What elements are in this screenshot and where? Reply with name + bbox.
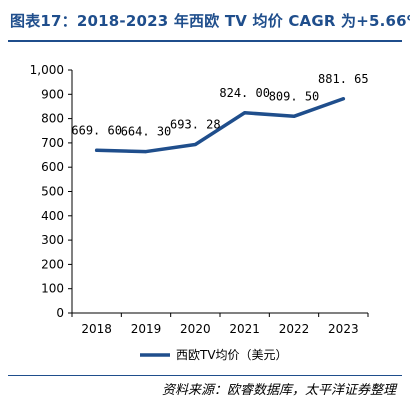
y-tick-label: 1,000 [30, 63, 64, 77]
line-chart: 0 100 200 300 400 500 600 700 800 900 1,000 2018 201… [30, 63, 369, 362]
data-label: 664. 30 [121, 125, 172, 139]
y-tick-label: 100 [41, 282, 64, 296]
data-label: 824. 00 [219, 86, 270, 100]
data-point [292, 114, 296, 118]
y-tick-label: 400 [41, 209, 64, 223]
data-point [193, 143, 197, 147]
source-note: 资料来源：欧睿数据库，太平洋证券整理 [161, 383, 396, 398]
y-tick-label: 0 [56, 306, 64, 320]
data-label: 809. 50 [269, 89, 320, 103]
y-tick-label: 700 [41, 136, 64, 150]
x-tick-label: 2018 [81, 322, 112, 336]
y-tick-label: 500 [41, 185, 64, 199]
chart-title: 图表17：2018-2023 年西欧 TV 均价 CAGR 为+5.66% [10, 12, 410, 30]
y-tick-label: 900 [41, 87, 64, 101]
x-tick-label: 2023 [328, 322, 359, 336]
x-tick-label: 2022 [279, 322, 310, 336]
x-tick-label: 2020 [180, 322, 211, 336]
data-label: 669. 60 [71, 123, 122, 137]
footer-divider [8, 375, 402, 376]
series-line [94, 97, 346, 154]
title-bar: 图表17：2018-2023 年西欧 TV 均价 CAGR 为+5.66% [0, 0, 410, 42]
x-tick-label: 2019 [131, 322, 162, 336]
data-point [95, 148, 99, 152]
data-label: 693. 28 [170, 118, 221, 132]
title-divider [8, 40, 402, 42]
data-point [243, 111, 247, 115]
legend-label: 西欧TV均价（美元） [176, 348, 288, 362]
x-tick-label: 2021 [229, 322, 260, 336]
y-tick-label: 300 [41, 233, 64, 247]
data-point [341, 97, 345, 101]
y-tick-label: 600 [41, 160, 64, 174]
data-point [144, 150, 148, 154]
y-tick-label: 800 [41, 112, 64, 126]
y-tick-label: 200 [41, 257, 64, 271]
data-label: 881. 65 [318, 72, 369, 86]
